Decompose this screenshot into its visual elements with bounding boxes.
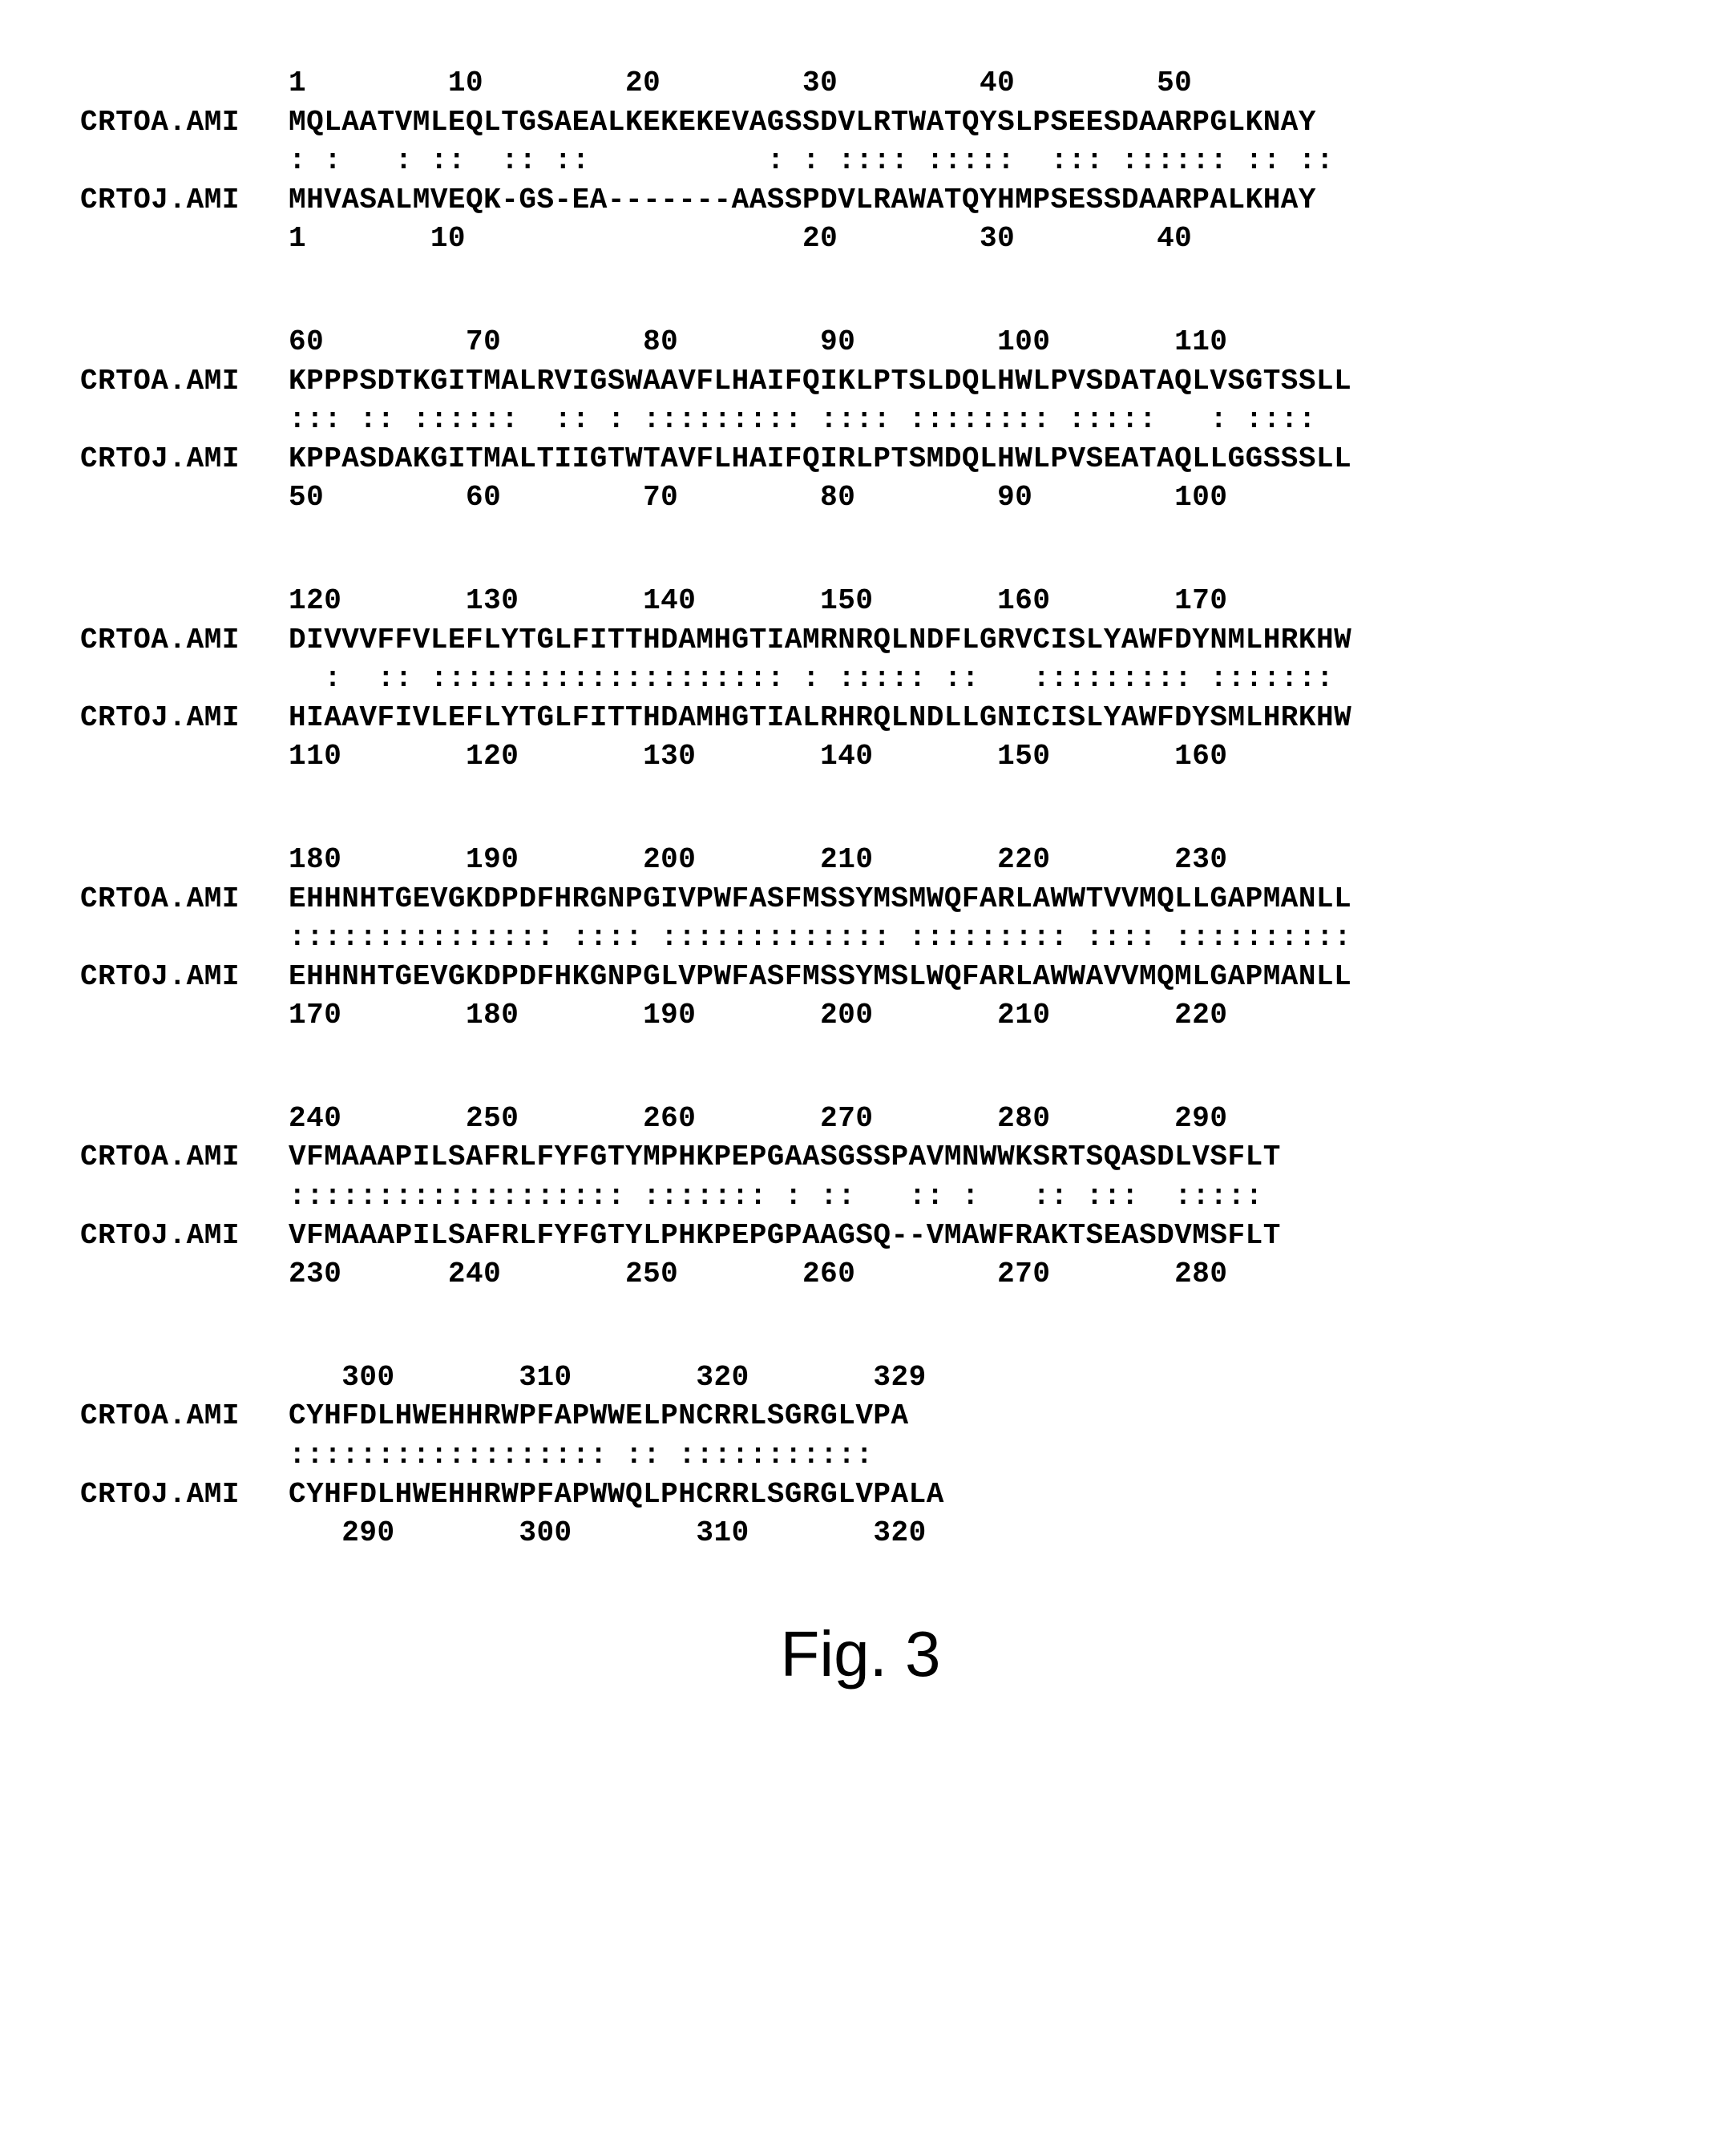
row-label bbox=[80, 478, 289, 518]
row-label bbox=[80, 401, 289, 440]
row-sequence: 1 10 20 30 40 50 bbox=[289, 64, 1641, 103]
sequence-a: CRTOA.AMIEHHNHTGEVGKDPDFHRGNPGIVPWFASFMS… bbox=[80, 880, 1641, 919]
alignment-block: 180 190 200 210 220 230CRTOA.AMIEHHNHTGE… bbox=[80, 841, 1641, 1036]
row-label: CRTOJ.AMI bbox=[80, 1476, 289, 1515]
alignment-block: 300 310 320 329CRTOA.AMICYHFDLHWEHHRWPFA… bbox=[80, 1359, 1641, 1553]
row-sequence: :::::::::::::::::: :: ::::::::::: bbox=[289, 1436, 1641, 1476]
row-sequence: 60 70 80 90 100 110 bbox=[289, 323, 1641, 362]
row-label: CRTOA.AMI bbox=[80, 1138, 289, 1177]
row-sequence: EHHNHTGEVGKDPDFHKGNPGLVPWFASFMSSYMSLWQFA… bbox=[289, 958, 1641, 997]
row-label bbox=[80, 142, 289, 181]
match-line: :::::::::::::::::: :: ::::::::::: bbox=[80, 1436, 1641, 1476]
match-line: ::: :: :::::: :: : ::::::::: :::: ::::::… bbox=[80, 401, 1641, 440]
ruler-top: 180 190 200 210 220 230 bbox=[80, 841, 1641, 880]
row-sequence: 120 130 140 150 160 170 bbox=[289, 582, 1641, 621]
alignment-block: 240 250 260 270 280 290CRTOA.AMIVFMAAAPI… bbox=[80, 1100, 1641, 1294]
sequence-j: CRTOJ.AMIKPPASDAKGITMALTIIGTWTAVFLHAIFQI… bbox=[80, 440, 1641, 479]
row-label: CRTOA.AMI bbox=[80, 362, 289, 402]
row-label bbox=[80, 1359, 289, 1398]
alignment-block: 60 70 80 90 100 110CRTOA.AMIKPPPSDTKGITM… bbox=[80, 323, 1641, 518]
row-sequence: CYHFDLHWEHHRWPFAPWWELPNCRRLSGRGLVPA bbox=[289, 1397, 1641, 1436]
row-label bbox=[80, 1100, 289, 1139]
row-sequence: ::::::::::::::: :::: ::::::::::::: :::::… bbox=[289, 919, 1641, 958]
row-sequence: 230 240 250 260 270 280 bbox=[289, 1255, 1641, 1294]
ruler-top: 240 250 260 270 280 290 bbox=[80, 1100, 1641, 1139]
row-label bbox=[80, 1436, 289, 1476]
row-label: CRTOJ.AMI bbox=[80, 1217, 289, 1256]
row-sequence: 50 60 70 80 90 100 bbox=[289, 478, 1641, 518]
sequence-j: CRTOJ.AMIEHHNHTGEVGKDPDFHKGNPGLVPWFASFMS… bbox=[80, 958, 1641, 997]
row-label bbox=[80, 1255, 289, 1294]
sequence-a: CRTOA.AMIMQLAATVMLEQLTGSAEALKEKEKEVAGSSD… bbox=[80, 103, 1641, 143]
row-sequence: MHVASALMVEQK-GS-EA-------AASSPDVLRAWATQY… bbox=[289, 181, 1641, 220]
row-sequence: EHHNHTGEVGKDPDFHRGNPGIVPWFASFMSSYMSMWQFA… bbox=[289, 880, 1641, 919]
sequence-a: CRTOA.AMICYHFDLHWEHHRWPFAPWWELPNCRRLSGRG… bbox=[80, 1397, 1641, 1436]
row-sequence: 1 10 20 30 40 bbox=[289, 220, 1641, 259]
row-sequence: 110 120 130 140 150 160 bbox=[289, 737, 1641, 777]
row-sequence: 300 310 320 329 bbox=[289, 1359, 1641, 1398]
ruler-top: 120 130 140 150 160 170 bbox=[80, 582, 1641, 621]
row-sequence: 180 190 200 210 220 230 bbox=[289, 841, 1641, 880]
sequence-j: CRTOJ.AMIMHVASALMVEQK-GS-EA-------AASSPD… bbox=[80, 181, 1641, 220]
row-sequence: : : : :: :: :: : : :::: ::::: ::: ::::::… bbox=[289, 142, 1641, 181]
match-line: : :: :::::::::::::::::::: : ::::: :: :::… bbox=[80, 660, 1641, 699]
ruler-bottom: 110 120 130 140 150 160 bbox=[80, 737, 1641, 777]
ruler-top: 300 310 320 329 bbox=[80, 1359, 1641, 1398]
row-sequence: MQLAATVMLEQLTGSAEALKEKEKEVAGSSDVLRTWATQY… bbox=[289, 103, 1641, 143]
row-label bbox=[80, 1514, 289, 1553]
row-label bbox=[80, 323, 289, 362]
match-line: ::::::::::::::::::: ::::::: : :: :: : ::… bbox=[80, 1177, 1641, 1217]
ruler-top: 60 70 80 90 100 110 bbox=[80, 323, 1641, 362]
row-label: CRTOA.AMI bbox=[80, 880, 289, 919]
row-label: CRTOJ.AMI bbox=[80, 181, 289, 220]
row-label bbox=[80, 919, 289, 958]
row-label bbox=[80, 996, 289, 1036]
alignment-block: 1 10 20 30 40 50CRTOA.AMIMQLAATVMLEQLTGS… bbox=[80, 64, 1641, 259]
row-label bbox=[80, 1177, 289, 1217]
row-label bbox=[80, 64, 289, 103]
row-label: CRTOJ.AMI bbox=[80, 958, 289, 997]
ruler-bottom: 50 60 70 80 90 100 bbox=[80, 478, 1641, 518]
ruler-top: 1 10 20 30 40 50 bbox=[80, 64, 1641, 103]
row-sequence: 170 180 190 200 210 220 bbox=[289, 996, 1641, 1036]
row-sequence: CYHFDLHWEHHRWPFAPWWQLPHCRRLSGRGLVPALA bbox=[289, 1476, 1641, 1515]
ruler-bottom: 1 10 20 30 40 bbox=[80, 220, 1641, 259]
row-label bbox=[80, 220, 289, 259]
figure-caption: Fig. 3 bbox=[80, 1617, 1641, 1691]
row-label bbox=[80, 660, 289, 699]
sequence-j: CRTOJ.AMICYHFDLHWEHHRWPFAPWWQLPHCRRLSGRG… bbox=[80, 1476, 1641, 1515]
row-sequence: VFMAAAPILSAFRLFYFGTYLPHKPEPGPAAGSQ--VMAW… bbox=[289, 1217, 1641, 1256]
row-sequence: HIAAVFIVLEFLYTGLFITTHDAMHGTIALRHRQLNDLLG… bbox=[289, 699, 1641, 738]
row-sequence: KPPASDAKGITMALTIIGTWTAVFLHAIFQIRLPTSMDQL… bbox=[289, 440, 1641, 479]
row-label bbox=[80, 737, 289, 777]
row-sequence: ::::::::::::::::::: ::::::: : :: :: : ::… bbox=[289, 1177, 1641, 1217]
row-label: CRTOJ.AMI bbox=[80, 440, 289, 479]
alignment-block: 120 130 140 150 160 170CRTOA.AMIDIVVVFFV… bbox=[80, 582, 1641, 777]
match-line: ::::::::::::::: :::: ::::::::::::: :::::… bbox=[80, 919, 1641, 958]
ruler-bottom: 230 240 250 260 270 280 bbox=[80, 1255, 1641, 1294]
row-sequence: KPPPSDTKGITMALRVIGSWAAVFLHAIFQIKLPTSLDQL… bbox=[289, 362, 1641, 402]
ruler-bottom: 290 300 310 320 bbox=[80, 1514, 1641, 1553]
row-label: CRTOA.AMI bbox=[80, 1397, 289, 1436]
ruler-bottom: 170 180 190 200 210 220 bbox=[80, 996, 1641, 1036]
row-label: CRTOJ.AMI bbox=[80, 699, 289, 738]
sequence-a: CRTOA.AMIKPPPSDTKGITMALRVIGSWAAVFLHAIFQI… bbox=[80, 362, 1641, 402]
row-label bbox=[80, 582, 289, 621]
row-label: CRTOA.AMI bbox=[80, 103, 289, 143]
sequence-a: CRTOA.AMIVFMAAAPILSAFRLFYFGTYMPHKPEPGAAS… bbox=[80, 1138, 1641, 1177]
row-sequence: ::: :: :::::: :: : ::::::::: :::: ::::::… bbox=[289, 401, 1641, 440]
sequence-a: CRTOA.AMIDIVVVFFVLEFLYTGLFITTHDAMHGTIAMR… bbox=[80, 621, 1641, 660]
row-sequence: 290 300 310 320 bbox=[289, 1514, 1641, 1553]
row-sequence: DIVVVFFVLEFLYTGLFITTHDAMHGTIAMRNRQLNDFLG… bbox=[289, 621, 1641, 660]
match-line: : : : :: :: :: : : :::: ::::: ::: ::::::… bbox=[80, 142, 1641, 181]
row-sequence: 240 250 260 270 280 290 bbox=[289, 1100, 1641, 1139]
sequence-j: CRTOJ.AMIHIAAVFIVLEFLYTGLFITTHDAMHGTIALR… bbox=[80, 699, 1641, 738]
row-sequence: VFMAAAPILSAFRLFYFGTYMPHKPEPGAASGSSPAVMNW… bbox=[289, 1138, 1641, 1177]
row-label bbox=[80, 841, 289, 880]
row-label: CRTOA.AMI bbox=[80, 621, 289, 660]
row-sequence: : :: :::::::::::::::::::: : ::::: :: :::… bbox=[289, 660, 1641, 699]
sequence-j: CRTOJ.AMIVFMAAAPILSAFRLFYFGTYLPHKPEPGPAA… bbox=[80, 1217, 1641, 1256]
sequence-alignment: 1 10 20 30 40 50CRTOA.AMIMQLAATVMLEQLTGS… bbox=[80, 64, 1641, 1553]
